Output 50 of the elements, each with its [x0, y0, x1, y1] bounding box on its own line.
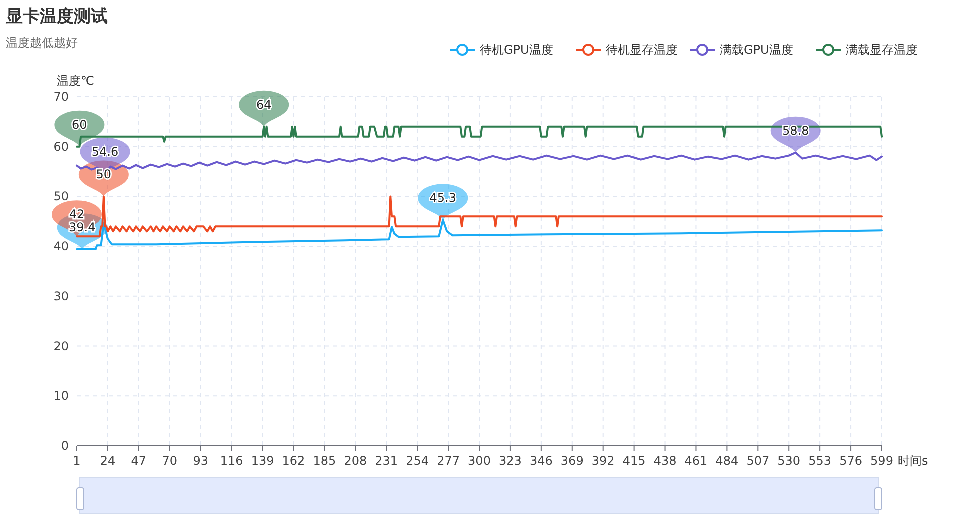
x-tick-label: 93: [193, 454, 208, 468]
x-tick-label: 162: [282, 454, 306, 468]
x-tick-label: 323: [499, 454, 522, 468]
y-axis-title: 温度℃: [57, 74, 94, 88]
x-tick-label: 415: [622, 454, 646, 468]
legend-label: 满载显存温度: [846, 43, 918, 57]
x-tick-label: 116: [220, 454, 244, 468]
x-tick-label: 231: [375, 454, 398, 468]
y-tick-label: 50: [54, 190, 69, 204]
y-tick-label: 0: [61, 439, 69, 453]
x-tick-label: 70: [162, 454, 178, 468]
legend-label: 待机GPU温度: [480, 43, 554, 57]
x-tick-label: 139: [251, 454, 274, 468]
chart-subtitle: 温度越低越好: [6, 36, 78, 50]
y-tick-label: 70: [54, 90, 69, 104]
y-tick-label: 30: [54, 289, 69, 304]
x-tick-label: 576: [840, 454, 862, 468]
x-tick-label: 484: [716, 454, 739, 468]
x-tick-label: 438: [654, 454, 677, 468]
annotation: 42: [69, 208, 85, 222]
y-tick-label: 10: [54, 389, 69, 404]
x-tick-label: 553: [808, 454, 832, 468]
annotation: 58.8: [782, 124, 810, 138]
x-tick-label: 185: [313, 454, 336, 468]
y-tick-label: 40: [54, 240, 69, 254]
x-tick-label: 254: [406, 454, 430, 468]
x-tick-label: 530: [778, 454, 801, 468]
x-tick-label: 208: [344, 454, 368, 468]
x-tick-label: 277: [437, 454, 460, 468]
x-tick-label: 346: [530, 454, 553, 468]
x-tick-label: 369: [560, 454, 584, 468]
x-axis-title: 时间s: [898, 454, 928, 468]
annotation: 50: [96, 168, 112, 182]
annotation: 64: [256, 98, 272, 112]
x-tick-label: 300: [468, 454, 491, 468]
x-tick-label: 24: [100, 454, 116, 468]
x-tick-label: 507: [746, 454, 770, 468]
x-tick-label: 599: [870, 454, 894, 468]
x-tick-label: 1: [73, 454, 81, 468]
annotation: 54.6: [92, 144, 119, 159]
y-tick-label: 20: [54, 339, 69, 354]
chart-title: 显卡温度测试: [5, 7, 108, 27]
legend-label: 待机显存温度: [606, 43, 678, 57]
annotation: 60: [72, 118, 88, 132]
x-tick-label: 392: [592, 454, 615, 468]
y-tick-label: 60: [54, 140, 69, 154]
x-tick-label: 461: [684, 454, 708, 468]
legend-label: 满载GPU温度: [720, 43, 794, 57]
x-tick-label: 47: [131, 454, 147, 468]
annotation: 45.3: [430, 191, 457, 206]
